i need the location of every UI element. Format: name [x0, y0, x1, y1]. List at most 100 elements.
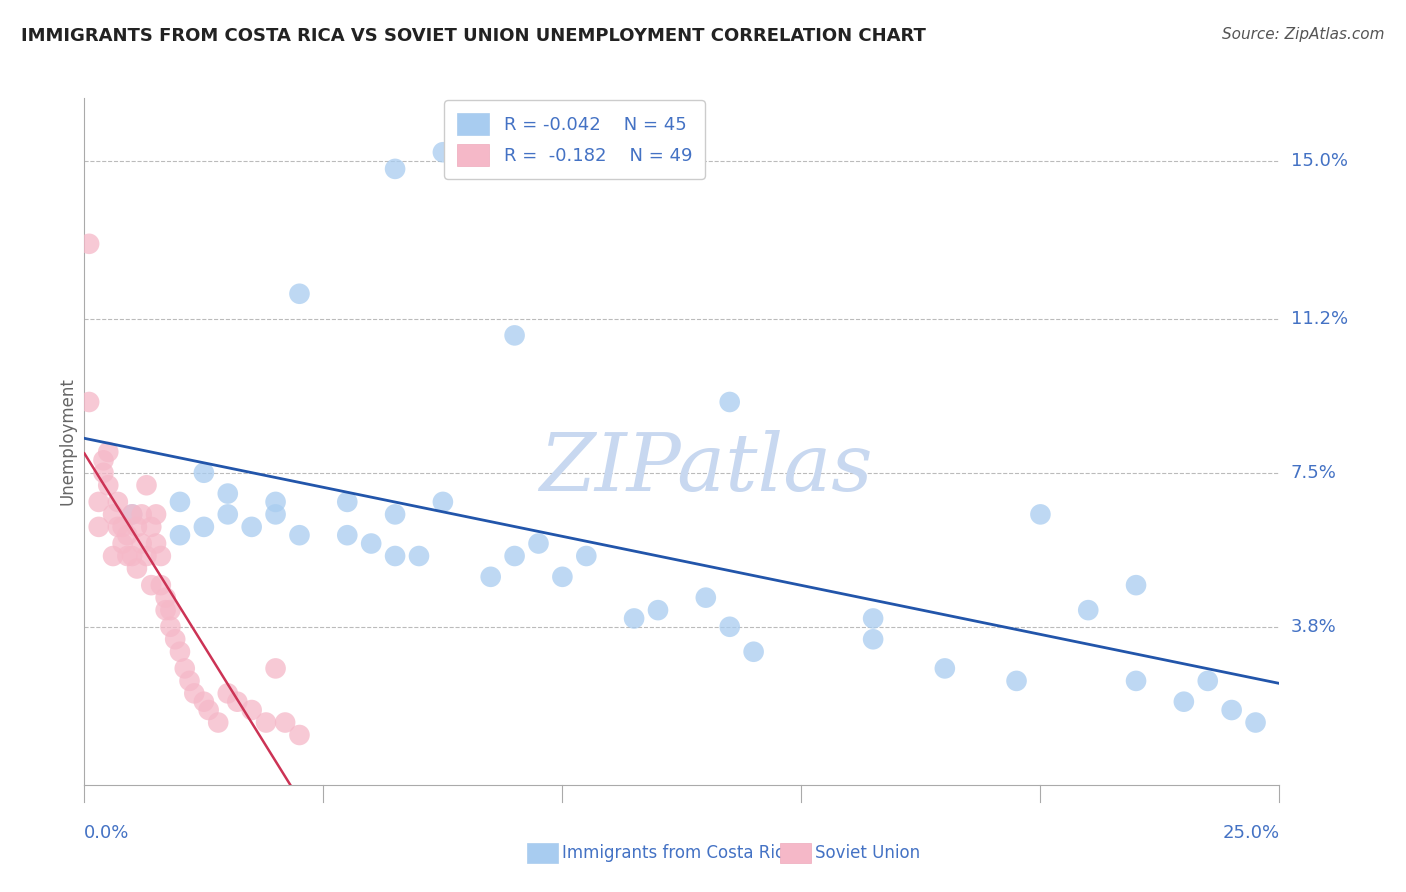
Point: [107, 495, 129, 509]
Point: [197, 703, 219, 717]
Point: [264, 495, 287, 509]
Text: 15.0%: 15.0%: [1291, 152, 1347, 169]
Point: [77, 395, 100, 409]
Point: [183, 686, 205, 700]
Point: [288, 286, 311, 301]
Point: [1077, 603, 1099, 617]
Point: [1244, 715, 1267, 730]
Point: [575, 549, 598, 563]
Point: [1029, 508, 1052, 522]
Point: [408, 549, 430, 563]
Point: [1220, 703, 1243, 717]
Text: Soviet Union: Soviet Union: [815, 844, 921, 862]
Point: [288, 528, 311, 542]
Point: [141, 578, 163, 592]
Point: [1173, 695, 1195, 709]
Point: [432, 495, 454, 509]
Point: [336, 495, 359, 509]
Point: [77, 236, 100, 251]
Point: [107, 520, 129, 534]
Point: [1005, 673, 1028, 688]
Point: [131, 508, 153, 522]
Text: IMMIGRANTS FROM COSTA RICA VS SOVIET UNION UNEMPLOYMENT CORRELATION CHART: IMMIGRANTS FROM COSTA RICA VS SOVIET UNI…: [21, 27, 927, 45]
Point: [169, 645, 191, 659]
Legend: R = -0.042    N = 45, R =  -0.182    N = 49: R = -0.042 N = 45, R = -0.182 N = 49: [444, 100, 704, 178]
Point: [240, 520, 263, 534]
Point: [264, 508, 287, 522]
Point: [254, 715, 277, 730]
Point: [217, 686, 239, 700]
Point: [101, 549, 124, 563]
Point: [336, 528, 359, 542]
Text: 0.0%: 0.0%: [84, 824, 129, 842]
Text: Source: ZipAtlas.com: Source: ZipAtlas.com: [1222, 27, 1385, 42]
Point: [145, 536, 167, 550]
Point: [117, 549, 139, 563]
Point: [862, 632, 884, 647]
Point: [193, 466, 215, 480]
Text: 3.8%: 3.8%: [1291, 618, 1336, 636]
Point: [226, 695, 249, 709]
Point: [934, 661, 956, 675]
Point: [179, 673, 201, 688]
Point: [432, 145, 454, 160]
Point: [159, 620, 181, 634]
Text: 7.5%: 7.5%: [1291, 464, 1337, 482]
Point: [274, 715, 297, 730]
Point: [503, 328, 526, 343]
Point: [93, 466, 115, 480]
Point: [87, 495, 110, 509]
Point: [742, 645, 765, 659]
Point: [93, 453, 115, 467]
Point: [149, 549, 172, 563]
Point: [169, 495, 191, 509]
Y-axis label: Unemployment: Unemployment: [58, 377, 76, 506]
Point: [111, 536, 134, 550]
Point: [479, 570, 502, 584]
Point: [155, 591, 177, 605]
Point: [695, 591, 717, 605]
Point: [551, 570, 574, 584]
Point: [647, 603, 669, 617]
Point: [217, 486, 239, 500]
Point: [125, 520, 148, 534]
Point: [111, 520, 134, 534]
Text: ZIPatlas: ZIPatlas: [538, 430, 873, 508]
Point: [159, 603, 181, 617]
Point: [384, 549, 406, 563]
Point: [145, 508, 167, 522]
Point: [131, 536, 153, 550]
Point: [1125, 578, 1147, 592]
Point: [360, 536, 382, 550]
Text: 25.0%: 25.0%: [1222, 824, 1279, 842]
Point: [125, 561, 148, 575]
Point: [718, 620, 741, 634]
Point: [862, 611, 884, 625]
Point: [149, 578, 172, 592]
Point: [264, 661, 287, 675]
Point: [623, 611, 645, 625]
Point: [384, 161, 406, 176]
Text: 11.2%: 11.2%: [1291, 310, 1348, 327]
Point: [141, 520, 163, 534]
Point: [1125, 673, 1147, 688]
Point: [101, 508, 124, 522]
Point: [121, 549, 143, 563]
Point: [384, 508, 406, 522]
Point: [165, 632, 187, 647]
Point: [240, 703, 263, 717]
Point: [121, 508, 143, 522]
Point: [155, 603, 177, 617]
Point: [173, 661, 195, 675]
Point: [193, 695, 215, 709]
Point: [527, 536, 550, 550]
Point: [169, 528, 191, 542]
Point: [135, 549, 157, 563]
Point: [97, 478, 120, 492]
Point: [135, 478, 157, 492]
Point: [97, 445, 120, 459]
Point: [193, 520, 215, 534]
Point: [503, 549, 526, 563]
Point: [288, 728, 311, 742]
Point: [87, 520, 110, 534]
